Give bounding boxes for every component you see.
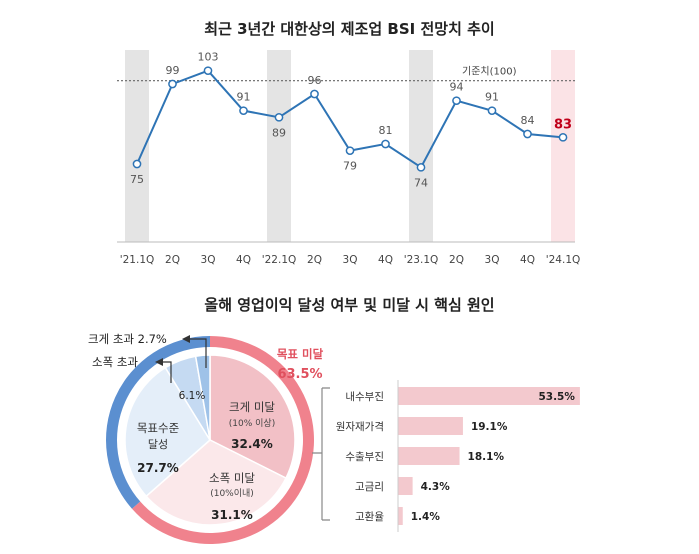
reference-line-label: 기준치(100)	[462, 66, 517, 78]
slice-label: 소폭 초과	[92, 355, 138, 369]
bracket	[312, 387, 330, 521]
bar	[398, 387, 580, 405]
x-tick-label: 3Q	[201, 254, 216, 266]
bar	[398, 417, 463, 435]
outer-ring-value: 63.5%	[277, 367, 322, 382]
bsi-data-label: 94	[450, 81, 464, 94]
bsi-data-label: 79	[343, 160, 357, 173]
x-tick-label: 2Q	[165, 254, 180, 266]
x-tick-label: '24.1Q	[546, 254, 581, 266]
slice-value-label: 31.1%	[211, 508, 253, 522]
slice-sub-label: 달성	[148, 438, 168, 451]
bsi-point	[523, 129, 532, 139]
bsi-data-label: 74	[414, 176, 428, 189]
bsi-point	[132, 159, 142, 169]
x-tick-label: 3Q	[343, 254, 358, 266]
bsi-data-label: 96	[308, 74, 322, 87]
bar-value-label: 18.1%	[468, 451, 505, 463]
bsi-data-label: 81	[379, 124, 393, 137]
pie-slice	[209, 354, 296, 480]
bsi-point	[239, 106, 248, 116]
x-tick-label: 4Q	[520, 254, 535, 266]
bar	[398, 447, 460, 465]
bar-value-label: 4.3%	[421, 481, 451, 493]
shaded-band	[267, 50, 291, 242]
bsi-point	[487, 106, 497, 116]
bar-category-label: 내수부진	[345, 391, 384, 403]
leader-line	[184, 338, 207, 368]
bsi-point	[310, 89, 319, 99]
bsi-point	[381, 139, 390, 149]
shaded-band	[409, 50, 433, 242]
bsi-data-label: 91	[485, 91, 499, 104]
leader-arrowhead	[182, 335, 190, 343]
bsi-data-label: 84	[521, 114, 535, 127]
bsi-data-label: 99	[166, 64, 180, 77]
bar	[398, 477, 413, 495]
bsi-data-label: 75	[130, 173, 144, 186]
bsi-point	[274, 112, 284, 122]
bsi-point	[558, 132, 568, 142]
pie-slice	[194, 354, 211, 441]
outer-ring-label: 목표 미달	[277, 347, 324, 361]
bar-value-label: 1.4%	[411, 511, 441, 523]
slice-value-label: 32.4%	[231, 437, 273, 451]
slice-value-label: 27.7%	[137, 461, 179, 475]
x-tick-label: 4Q	[378, 254, 393, 266]
bsi-point	[203, 66, 213, 76]
x-tick-label: 2Q	[307, 254, 322, 266]
line-chart-title: 최근 3년간 대한상의 제조업 BSI 전망치 추이	[204, 20, 495, 38]
bar-category-label: 고금리	[355, 481, 384, 493]
bsi-point	[345, 146, 355, 156]
slice-label: 크게 초과 2.7%	[88, 332, 167, 346]
outer-ring-miss	[131, 336, 314, 544]
bar-category-label: 고환율	[355, 511, 384, 523]
leader-arrowhead	[155, 358, 163, 366]
highlight-band	[551, 50, 575, 242]
slice-label: 크게 미달	[229, 400, 275, 414]
x-tick-label: '22.1Q	[262, 254, 297, 266]
x-tick-label: 4Q	[236, 254, 251, 266]
bar-category-label: 원자재가격	[336, 420, 384, 433]
bsi-point	[416, 162, 426, 172]
slice-label: 목표수준	[137, 421, 179, 435]
pie-slice	[124, 366, 211, 498]
slice-value-label: 6.1%	[179, 390, 206, 402]
bsi-data-label: 103	[198, 51, 219, 64]
x-tick-label: '23.1Q	[404, 254, 439, 266]
x-tick-label: 2Q	[449, 254, 464, 266]
bsi-point	[452, 96, 461, 106]
pie-slice	[145, 439, 287, 526]
bar-value-label: 19.1%	[471, 421, 508, 433]
slice-sub-label: (10%이내)	[210, 488, 254, 499]
slice-sub-label: (10% 이상)	[229, 418, 275, 429]
bsi-data-label: 91	[237, 91, 251, 104]
bsi-point	[168, 79, 177, 89]
bar-category-label: 수출부진	[345, 451, 384, 463]
bsi-data-label: 89	[272, 126, 286, 139]
bsi-data-label: 83	[554, 117, 572, 132]
bar	[398, 507, 403, 525]
slice-label: 소폭 미달	[209, 471, 255, 485]
pie-chart-title: 올해 영업이익 달성 여부 및 미달 시 핵심 원인	[204, 296, 495, 314]
x-tick-label: 3Q	[485, 254, 500, 266]
outer-ring-meet	[106, 336, 210, 509]
x-tick-label: '21.1Q	[120, 254, 155, 266]
bar-value-label: 53.5%	[538, 391, 575, 403]
